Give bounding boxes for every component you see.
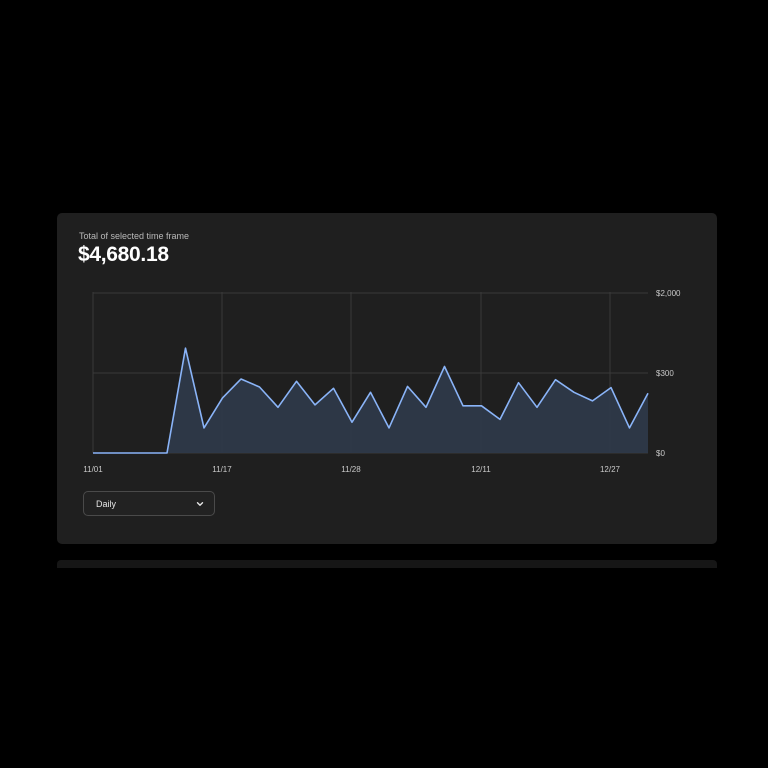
- y-tick-label: $0: [656, 449, 665, 458]
- y-axis-labels: $0 $300 $2,000: [656, 289, 681, 458]
- total-label: Total of selected time frame: [79, 231, 190, 241]
- chart-area: [92, 347, 649, 454]
- x-tick-label: 11/28: [341, 465, 361, 474]
- chart-card: Total of selected time frame $4,680.18 1…: [57, 213, 717, 544]
- x-tick-label: 11/01: [83, 465, 103, 474]
- total-amount: $4,680.18: [78, 243, 169, 266]
- spending-chart: 11/01 11/17 11/28 12/11 12/27 $0 $300 $2,000: [83, 289, 681, 474]
- next-card-edge: [57, 560, 717, 568]
- interval-select-value: Daily: [96, 499, 117, 509]
- y-tick-label: $300: [656, 369, 674, 378]
- x-tick-label: 11/17: [212, 465, 232, 474]
- x-tick-label: 12/27: [600, 465, 621, 474]
- x-tick-label: 12/11: [471, 465, 491, 474]
- y-tick-label: $2,000: [656, 289, 681, 298]
- interval-select[interactable]: Daily: [83, 491, 215, 516]
- x-axis-labels: 11/01 11/17 11/28 12/11 12/27: [83, 465, 620, 474]
- series-area: [93, 348, 648, 453]
- chevron-down-icon: [196, 502, 204, 506]
